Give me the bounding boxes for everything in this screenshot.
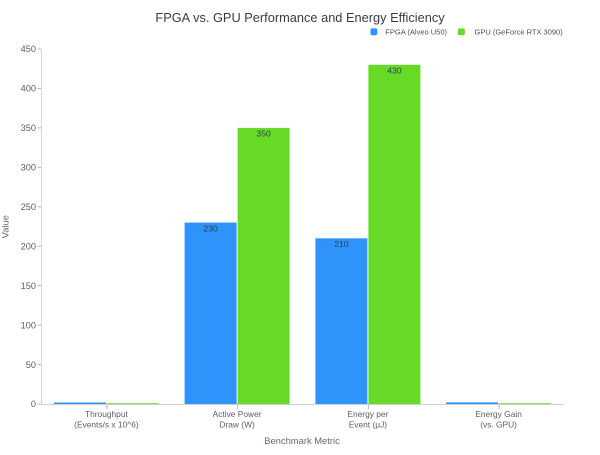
svg-text:400: 400: [21, 84, 36, 94]
svg-text:50: 50: [26, 360, 36, 370]
svg-text:Energy per: Energy per: [347, 409, 388, 419]
svg-text:430: 430: [387, 66, 402, 76]
svg-text:200: 200: [21, 241, 36, 251]
svg-text:100: 100: [21, 320, 36, 330]
svg-text:210: 210: [334, 239, 349, 249]
svg-text:(vs. GPU): (vs. GPU): [480, 420, 517, 430]
svg-text:Value: Value: [0, 215, 11, 238]
svg-text:Event (μJ): Event (μJ): [349, 420, 388, 430]
svg-text:FPGA vs. GPU Performance and E: FPGA vs. GPU Performance and Energy Effi…: [155, 10, 445, 25]
svg-text:450: 450: [21, 44, 36, 54]
svg-text:230: 230: [203, 223, 218, 233]
svg-text:250: 250: [21, 202, 36, 212]
svg-text:150: 150: [21, 281, 36, 291]
svg-text:Throughput: Throughput: [85, 409, 129, 419]
svg-text:Draw (W): Draw (W): [219, 420, 255, 430]
svg-text:350: 350: [21, 123, 36, 133]
svg-text:Benchmark Metric: Benchmark Metric: [264, 435, 340, 446]
svg-text:Active Power: Active Power: [213, 409, 262, 419]
svg-text:GPU (GeForce RTX 3090): GPU (GeForce RTX 3090): [475, 27, 564, 36]
svg-text:350: 350: [256, 129, 271, 139]
svg-text:0: 0: [31, 399, 36, 409]
svg-text:300: 300: [21, 163, 36, 173]
svg-text:(Events/s x 10^6): (Events/s x 10^6): [74, 420, 139, 430]
svg-text:FPGA (Alveo U50): FPGA (Alveo U50): [385, 27, 447, 36]
svg-text:Energy Gain: Energy Gain: [475, 409, 522, 419]
